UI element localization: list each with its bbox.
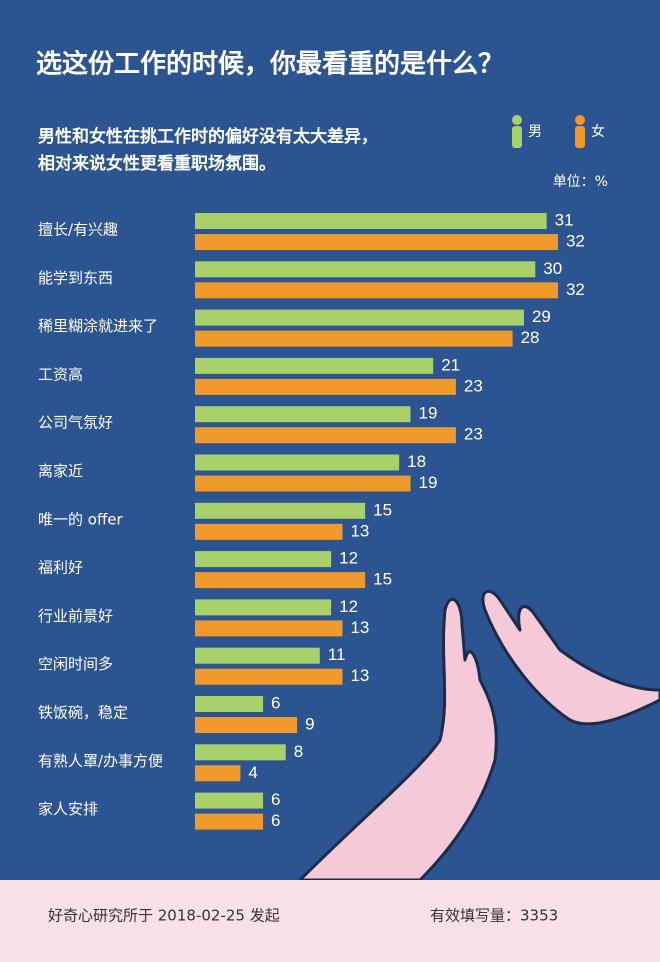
bar <box>195 551 332 568</box>
bar <box>195 357 434 374</box>
value-label: 19 <box>419 473 438 492</box>
value-label: 12 <box>339 597 358 616</box>
hands-illustration <box>298 589 660 882</box>
value-label: 23 <box>464 425 483 444</box>
value-label: 32 <box>566 280 585 299</box>
bar <box>195 668 343 685</box>
subtitle: 男性和女性在挑工作时的偏好没有太大差异， <box>38 126 378 147</box>
bar <box>195 378 456 395</box>
bar <box>195 213 547 229</box>
value-label: 28 <box>521 328 540 347</box>
value-label: 6 <box>271 693 280 712</box>
footer-sample: 有效填写量：3353 <box>430 907 558 925</box>
value-label: 23 <box>464 376 483 395</box>
bar <box>195 427 456 444</box>
category-label: 离家近 <box>38 462 83 480</box>
category-label: 空闲时间多 <box>38 655 113 673</box>
legend-icon <box>512 115 522 125</box>
category-label: 工资高 <box>38 365 83 383</box>
bar <box>195 599 332 616</box>
value-label: 15 <box>373 500 392 519</box>
value-label: 8 <box>294 742 303 761</box>
bar <box>195 523 343 540</box>
value-label: 31 <box>555 210 574 229</box>
bar <box>195 792 264 809</box>
category-label: 唯一的 offer <box>38 510 124 528</box>
value-label: 13 <box>350 666 369 685</box>
bar <box>195 647 320 664</box>
footer-band <box>0 880 660 962</box>
value-label: 11 <box>328 645 346 664</box>
value-label: 21 <box>441 355 460 374</box>
unit-label: 单位：% <box>553 174 608 190</box>
chart-title: 选这份工作的时候，你最看重的是什么？ <box>36 49 504 80</box>
legend-icon <box>575 115 585 125</box>
bar <box>195 234 558 250</box>
category-label: 福利好 <box>38 559 83 577</box>
bar <box>195 282 558 299</box>
value-label: 6 <box>271 790 280 809</box>
bar <box>195 620 343 637</box>
legend-label: 男 <box>528 124 542 140</box>
value-label: 12 <box>339 549 358 568</box>
value-label: 6 <box>271 811 280 830</box>
category-label: 家人安排 <box>38 800 98 818</box>
category-label: 稀里糊涂就进来了 <box>38 317 158 335</box>
value-label: 15 <box>373 570 392 589</box>
value-label: 30 <box>543 259 562 278</box>
category-label: 有熟人罩/办事方便 <box>38 752 163 770</box>
value-label: 4 <box>248 763 257 782</box>
value-label: 19 <box>419 404 438 423</box>
footer-source: 好奇心研究所于 2018-02-25 发起 <box>48 907 280 925</box>
bar <box>195 572 366 589</box>
category-label: 公司气氛好 <box>38 414 113 432</box>
bar <box>195 813 264 830</box>
category-label: 行业前景好 <box>38 607 113 625</box>
category-label: 铁饭碗，稳定 <box>38 704 128 722</box>
legend-icon <box>512 126 522 148</box>
value-label: 18 <box>407 452 426 471</box>
bar <box>195 261 536 278</box>
bar <box>195 717 298 733</box>
bar <box>195 330 513 347</box>
category-label: 能学到东西 <box>38 269 113 287</box>
legend-label: 女 <box>591 123 605 140</box>
bar <box>195 309 524 326</box>
bar <box>195 765 241 782</box>
category-label: 擅长/有兴趣 <box>38 221 118 239</box>
bar <box>195 502 366 519</box>
value-label: 32 <box>566 231 585 250</box>
value-label: 9 <box>305 714 314 733</box>
subtitle: 相对来说女性更看重职场氛围。 <box>38 153 276 174</box>
value-label: 13 <box>350 618 369 637</box>
value-label: 13 <box>350 521 369 540</box>
bar <box>195 744 286 761</box>
bar <box>195 454 400 471</box>
bar <box>195 406 411 423</box>
value-label: 29 <box>532 307 551 326</box>
bar <box>195 475 411 492</box>
bar <box>195 696 264 712</box>
legend-icon <box>575 126 585 148</box>
